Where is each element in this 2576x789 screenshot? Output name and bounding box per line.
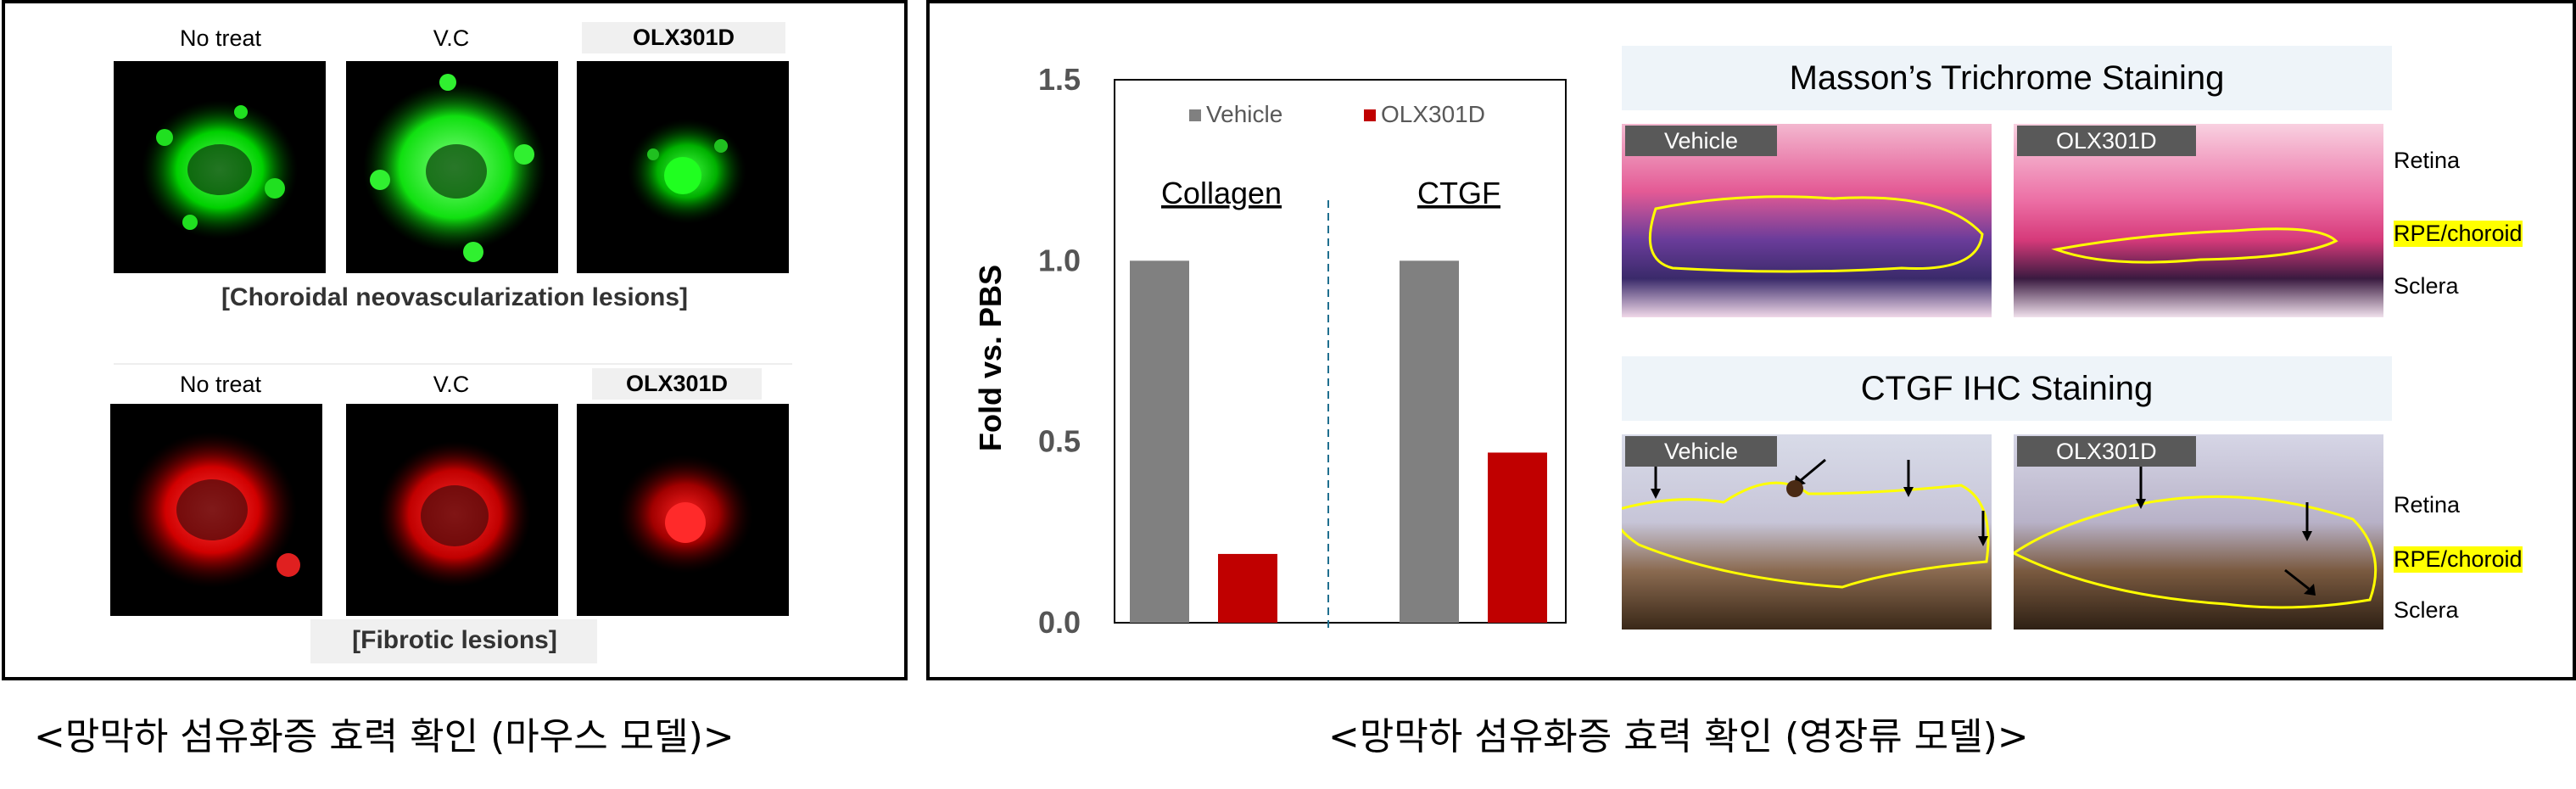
ihc-label-rpe-choroid: RPE/choroid [2394, 546, 2523, 573]
ihc-image-vehicle: Vehicle [1622, 434, 1992, 630]
row-divider [114, 363, 792, 365]
row1-label-no-treat: No treat [179, 25, 262, 51]
row2-label-vc: V.C [433, 372, 470, 397]
masson-label-rpe-choroid: RPE/choroid [2394, 221, 2523, 247]
row2-label-olx301d: OLX301D [592, 368, 762, 400]
legend-label: Vehicle [1206, 101, 1282, 127]
y-tick-label: 0.0 [1038, 605, 1081, 640]
ihc-label-retina: Retina [2394, 492, 2461, 518]
y-tick-label: 1.0 [1038, 243, 1081, 277]
row1-label-olx301d: OLX301D [582, 22, 785, 53]
legend-label: OLX301D [1381, 101, 1485, 127]
legend-swatch [1364, 109, 1376, 121]
masson-title: Masson’s Trichrome Staining [1622, 46, 2392, 110]
primate-model-panel: Fold vs. PBS 0.0 0.5 1.0 1.5 Vehicle OLX301D… [926, 0, 2576, 680]
y-tick-label: 1.5 [1038, 62, 1081, 97]
ihc-tag-olx301d: OLX301D [2017, 436, 2196, 467]
row2-label-no-treat: No treat [179, 372, 262, 397]
mouse-model-caption: <망막하 섬유화증 효력 확인 (마우스 모델)> [34, 715, 735, 758]
cnv-lesion-image-vc [346, 61, 558, 273]
mouse-model-panel: No treat V.C OLX301D [2, 0, 908, 680]
row1-label-vc: V.C [433, 25, 470, 51]
category-label: CTGF [1417, 176, 1500, 210]
cnv-lesion-caption: [Choroidal neovascularization lesions] [221, 283, 689, 311]
legend-swatch [1189, 109, 1201, 121]
primate-model-caption: <망막하 섬유화증 효력 확인 (영장류 모델)> [1328, 715, 2029, 758]
y-axis-label: Fold vs. PBS [973, 265, 1008, 451]
masson-tag-olx301d: OLX301D [2017, 126, 2196, 156]
masson-label-retina: Retina [2394, 148, 2461, 173]
fibrotic-lesion-caption: [Fibrotic lesions] [352, 626, 557, 654]
ihc-label-sclera: Sclera [2394, 597, 2459, 623]
ihc-title: CTGF IHC Staining [1622, 356, 2392, 421]
bar-olx301d-collagen [1218, 553, 1277, 623]
bar-olx301d-ctgf [1488, 452, 1547, 623]
masson-label-sclera: Sclera [2394, 273, 2459, 299]
cnv-lesion-image-olx301d [577, 61, 789, 273]
fibrotic-caption-box [310, 619, 597, 663]
bar-vehicle-collagen [1130, 260, 1189, 623]
y-tick-label: 0.5 [1038, 424, 1081, 459]
fibrotic-lesion-image-vc [346, 404, 558, 616]
plot-frame [1114, 79, 1567, 624]
fibrotic-lesion-image-no-treat [110, 404, 322, 616]
category-label: Collagen [1161, 176, 1282, 210]
masson-image-vehicle: Vehicle [1622, 124, 1992, 317]
masson-image-olx301d: OLX301D [2014, 124, 2383, 317]
ihc-tag-vehicle: Vehicle [1625, 436, 1778, 467]
bar-chart: Fold vs. PBS 0.0 0.5 1.0 1.5 Vehicle OLX301D… [973, 62, 1567, 640]
masson-tag-vehicle: Vehicle [1625, 126, 1778, 156]
fibrotic-lesion-image-olx301d [577, 404, 789, 616]
cnv-lesion-image-no-treat [114, 61, 326, 273]
bar-vehicle-ctgf [1400, 260, 1459, 623]
ihc-image-olx301d: OLX301D [2014, 434, 2383, 630]
